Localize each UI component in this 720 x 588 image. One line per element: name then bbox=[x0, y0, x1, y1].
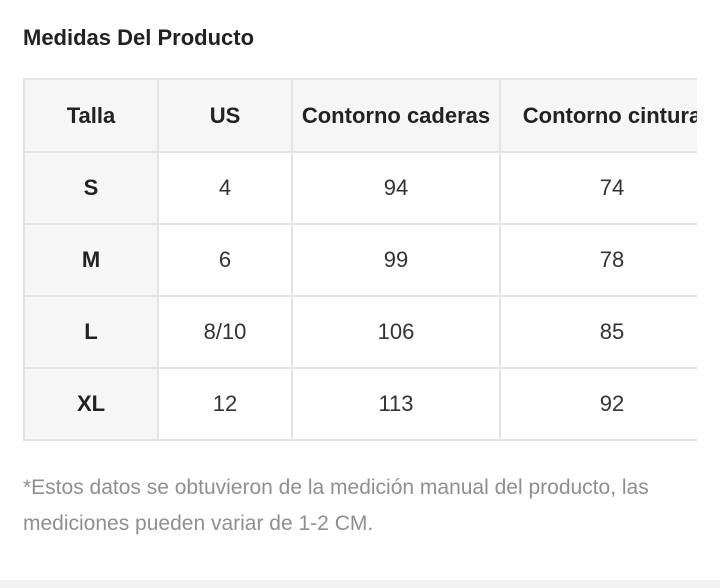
header-us: US bbox=[157, 78, 293, 153]
table-row: M 6 99 78 bbox=[23, 223, 697, 297]
table-row: XL 12 113 92 bbox=[23, 367, 697, 441]
cell-caderas: 94 bbox=[291, 151, 501, 225]
cell-talla: M bbox=[23, 223, 159, 297]
cell-us: 8/10 bbox=[157, 295, 293, 369]
table-row: L 8/10 106 85 bbox=[23, 295, 697, 369]
section-divider bbox=[0, 580, 720, 588]
cell-cintura: 85 bbox=[499, 295, 697, 369]
header-contorno-cintura: Contorno cintura bbox=[499, 78, 697, 153]
cell-talla: XL bbox=[23, 367, 159, 441]
cell-caderas: 113 bbox=[291, 367, 501, 441]
cell-talla: L bbox=[23, 295, 159, 369]
section-title: Medidas Del Producto bbox=[23, 25, 255, 50]
cell-cintura: 74 bbox=[499, 151, 697, 225]
cell-caderas: 99 bbox=[291, 223, 501, 297]
measurement-disclaimer: *Estos datos se obtuvieron de la medició… bbox=[23, 476, 649, 535]
cell-caderas: 106 bbox=[291, 295, 501, 369]
cell-us: 12 bbox=[157, 367, 293, 441]
header-contorno-caderas: Contorno caderas bbox=[291, 78, 501, 153]
cell-cintura: 78 bbox=[499, 223, 697, 297]
cell-talla: S bbox=[23, 151, 159, 225]
table-row: S 4 94 74 bbox=[23, 151, 697, 225]
header-talla: Talla bbox=[23, 78, 159, 153]
cell-us: 6 bbox=[157, 223, 293, 297]
cell-cintura: 92 bbox=[499, 367, 697, 441]
table-header-row: Talla US Contorno caderas Contorno cintu… bbox=[23, 78, 697, 153]
size-table: Talla US Contorno caderas Contorno cintu… bbox=[23, 78, 697, 441]
cell-us: 4 bbox=[157, 151, 293, 225]
size-table-scroll-container[interactable]: Talla US Contorno caderas Contorno cintu… bbox=[23, 78, 697, 446]
